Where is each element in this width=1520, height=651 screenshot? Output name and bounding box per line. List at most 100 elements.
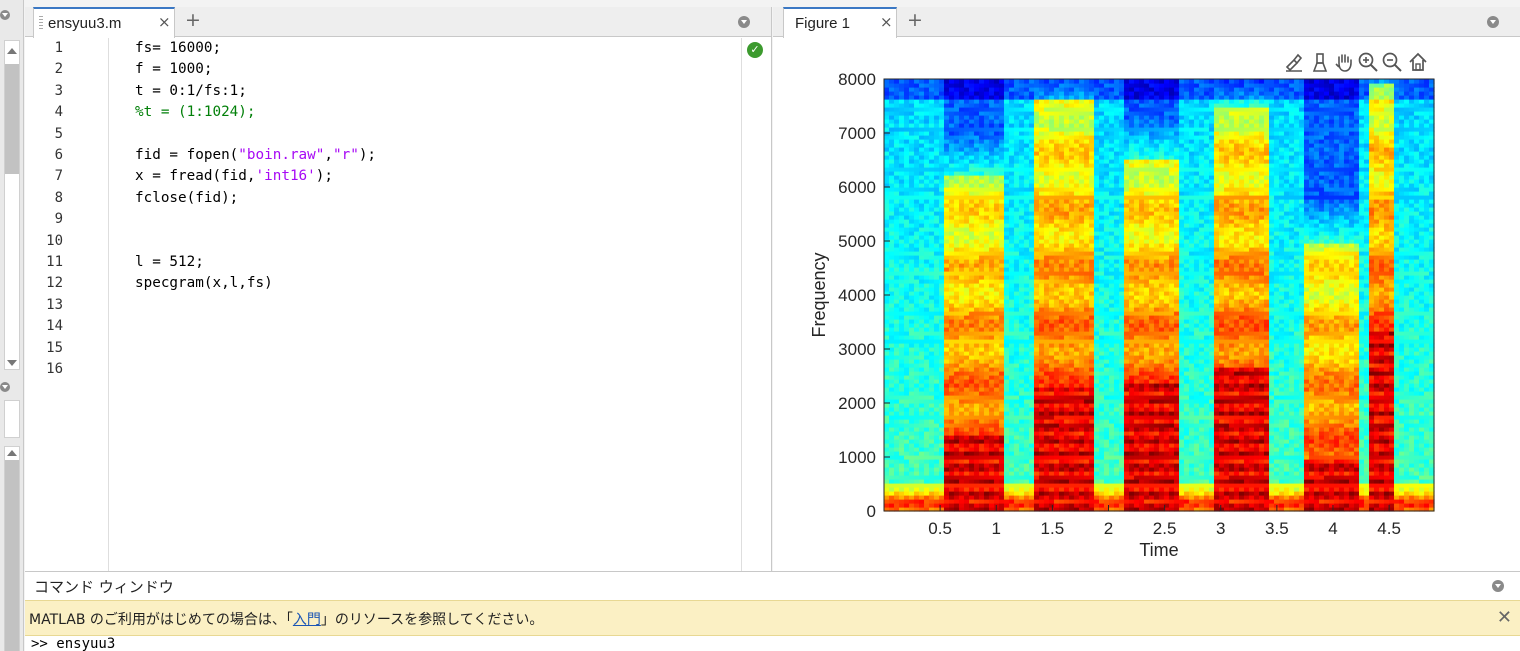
- spectrogram-cell: [1039, 275, 1045, 280]
- spectrogram-cell: [1079, 471, 1085, 476]
- spectrogram-cell: [1019, 127, 1025, 132]
- spectrogram-cell: [924, 483, 930, 488]
- panel-menu-icon[interactable]: [738, 16, 750, 28]
- spectrogram-cell: [909, 439, 915, 444]
- left-scroll-thumb-2[interactable]: [5, 460, 19, 651]
- spectrogram-cell: [934, 347, 940, 352]
- scroll-up-icon[interactable]: [7, 48, 17, 54]
- code-line[interactable]: specgram(x,l,fs): [135, 275, 273, 296]
- spectrogram-cell: [1009, 335, 1015, 340]
- spectrogram-cell: [984, 123, 990, 128]
- spectrogram-cell: [1039, 107, 1045, 112]
- spectrogram-cell: [984, 155, 990, 160]
- add-tab-icon[interactable]: +: [185, 9, 201, 31]
- spectrogram-cell: [1009, 443, 1015, 448]
- spectrogram-cell: [969, 239, 975, 244]
- close-icon[interactable]: ×: [158, 13, 171, 31]
- close-icon[interactable]: ×: [880, 13, 893, 31]
- spectrogram-cell: [894, 471, 900, 476]
- code-line[interactable]: f = 1000;: [135, 61, 212, 82]
- spectrogram-cell: [934, 199, 940, 204]
- panel-menu-icon[interactable]: [1487, 16, 1499, 28]
- spectrogram-cell: [1024, 299, 1030, 304]
- spectrogram-cell: [924, 151, 930, 156]
- code-line[interactable]: fs= 16000;: [135, 40, 221, 61]
- spectrogram-cell: [929, 199, 935, 204]
- spectrogram-cell: [1049, 219, 1055, 224]
- spectrogram-cell: [934, 163, 940, 168]
- spectrogram-cell: [1074, 375, 1080, 380]
- spectrogram-cell: [1004, 167, 1010, 172]
- spectrogram-cell: [1004, 99, 1010, 104]
- spectrogram-cell: [924, 291, 930, 296]
- add-tab-icon[interactable]: +: [907, 9, 923, 31]
- code-line[interactable]: t = 0:1/fs:1;: [135, 83, 247, 104]
- spectrogram-cell: [919, 235, 925, 240]
- code-line[interactable]: x = fread(fid,'int16');: [135, 168, 333, 189]
- zoom-out-icon[interactable]: [1381, 51, 1403, 73]
- spectrogram-cell: [884, 287, 890, 292]
- spectrogram-cell: [994, 147, 1000, 152]
- spectrogram-cell: [1069, 139, 1075, 144]
- check-icon[interactable]: ✓: [747, 42, 763, 58]
- spectrogram-cell: [1059, 287, 1065, 292]
- line-number-gutter: 1 2 3 4 5 6 7 8 9 10 11 12 13 14 15 16: [25, 38, 109, 571]
- spectrogram-cell: [1064, 503, 1070, 508]
- spectrogram-cell: [944, 499, 950, 504]
- code-area[interactable]: fs= 16000; f = 1000; t = 0:1/fs:1; %t = (1:…: [135, 38, 739, 571]
- spectrogram-cell: [884, 103, 890, 108]
- code-line[interactable]: fid = fopen("boin.raw","r");: [135, 147, 376, 168]
- spectrogram-cell: [1089, 99, 1095, 104]
- spectrogram-cell: [919, 399, 925, 404]
- spectrogram-cell: [1104, 491, 1110, 496]
- left-input-box[interactable]: [4, 400, 20, 438]
- tab-figure-1[interactable]: Figure 1 ×: [783, 7, 897, 38]
- scroll-up-icon[interactable]: [7, 450, 17, 456]
- home-icon[interactable]: [1407, 51, 1429, 73]
- spectrogram-cell: [1024, 463, 1030, 468]
- spectrogram-cell: [959, 399, 965, 404]
- spectrogram-cell: [914, 275, 920, 280]
- spectrogram-cell: [979, 255, 985, 260]
- spectrogram-cell: [1039, 335, 1045, 340]
- panel-menu-icon[interactable]: [0, 382, 10, 392]
- spectrogram-cell: [1064, 427, 1070, 432]
- spectrogram-cell: [999, 223, 1005, 228]
- spectrogram-cell: [1049, 231, 1055, 236]
- spectrogram-cell: [969, 435, 975, 440]
- spectrogram-cell: [889, 355, 895, 360]
- zoom-in-icon[interactable]: [1357, 51, 1379, 73]
- spectrogram-cell: [929, 499, 935, 504]
- spectrogram-cell: [1004, 499, 1010, 504]
- spectrogram-cell: [969, 475, 975, 480]
- spectrogram-cell: [1074, 83, 1080, 88]
- spectrogram-cell: [1109, 483, 1115, 488]
- spectrogram-cell: [1039, 231, 1045, 236]
- scroll-down-icon[interactable]: [7, 360, 17, 366]
- code-line[interactable]: %t = (1:1024);: [135, 104, 256, 125]
- spectrogram-cell: [1044, 147, 1050, 152]
- spectrogram-cell: [989, 503, 995, 508]
- spectrogram-cell: [929, 315, 935, 320]
- spectrogram-cell: [979, 415, 985, 420]
- code-line[interactable]: l = 512;: [135, 254, 204, 275]
- code-line[interactable]: fclose(fid);: [135, 190, 238, 211]
- pan-icon[interactable]: [1333, 51, 1355, 73]
- brush-icon[interactable]: [1283, 51, 1305, 73]
- drag-handle-icon[interactable]: [39, 16, 43, 29]
- spectrogram-cell: [924, 207, 930, 212]
- tab-ensyuu3[interactable]: ensyuu3.m ×: [33, 7, 175, 38]
- spectrogram-cell: [984, 315, 990, 320]
- panel-menu-icon[interactable]: [0, 10, 10, 20]
- data-tips-icon[interactable]: [1309, 51, 1331, 73]
- spectrogram-cell: [939, 283, 945, 288]
- spectrogram-cell: [914, 423, 920, 428]
- spectrogram-cell: [939, 131, 945, 136]
- spectrogram-cell: [1084, 371, 1090, 376]
- spectrogram-cell: [994, 239, 1000, 244]
- spectrogram-cell: [929, 247, 935, 252]
- spectrogram-cell: [1044, 79, 1050, 84]
- spectrogram-cell: [1014, 455, 1020, 460]
- left-scroll-thumb[interactable]: [5, 64, 19, 174]
